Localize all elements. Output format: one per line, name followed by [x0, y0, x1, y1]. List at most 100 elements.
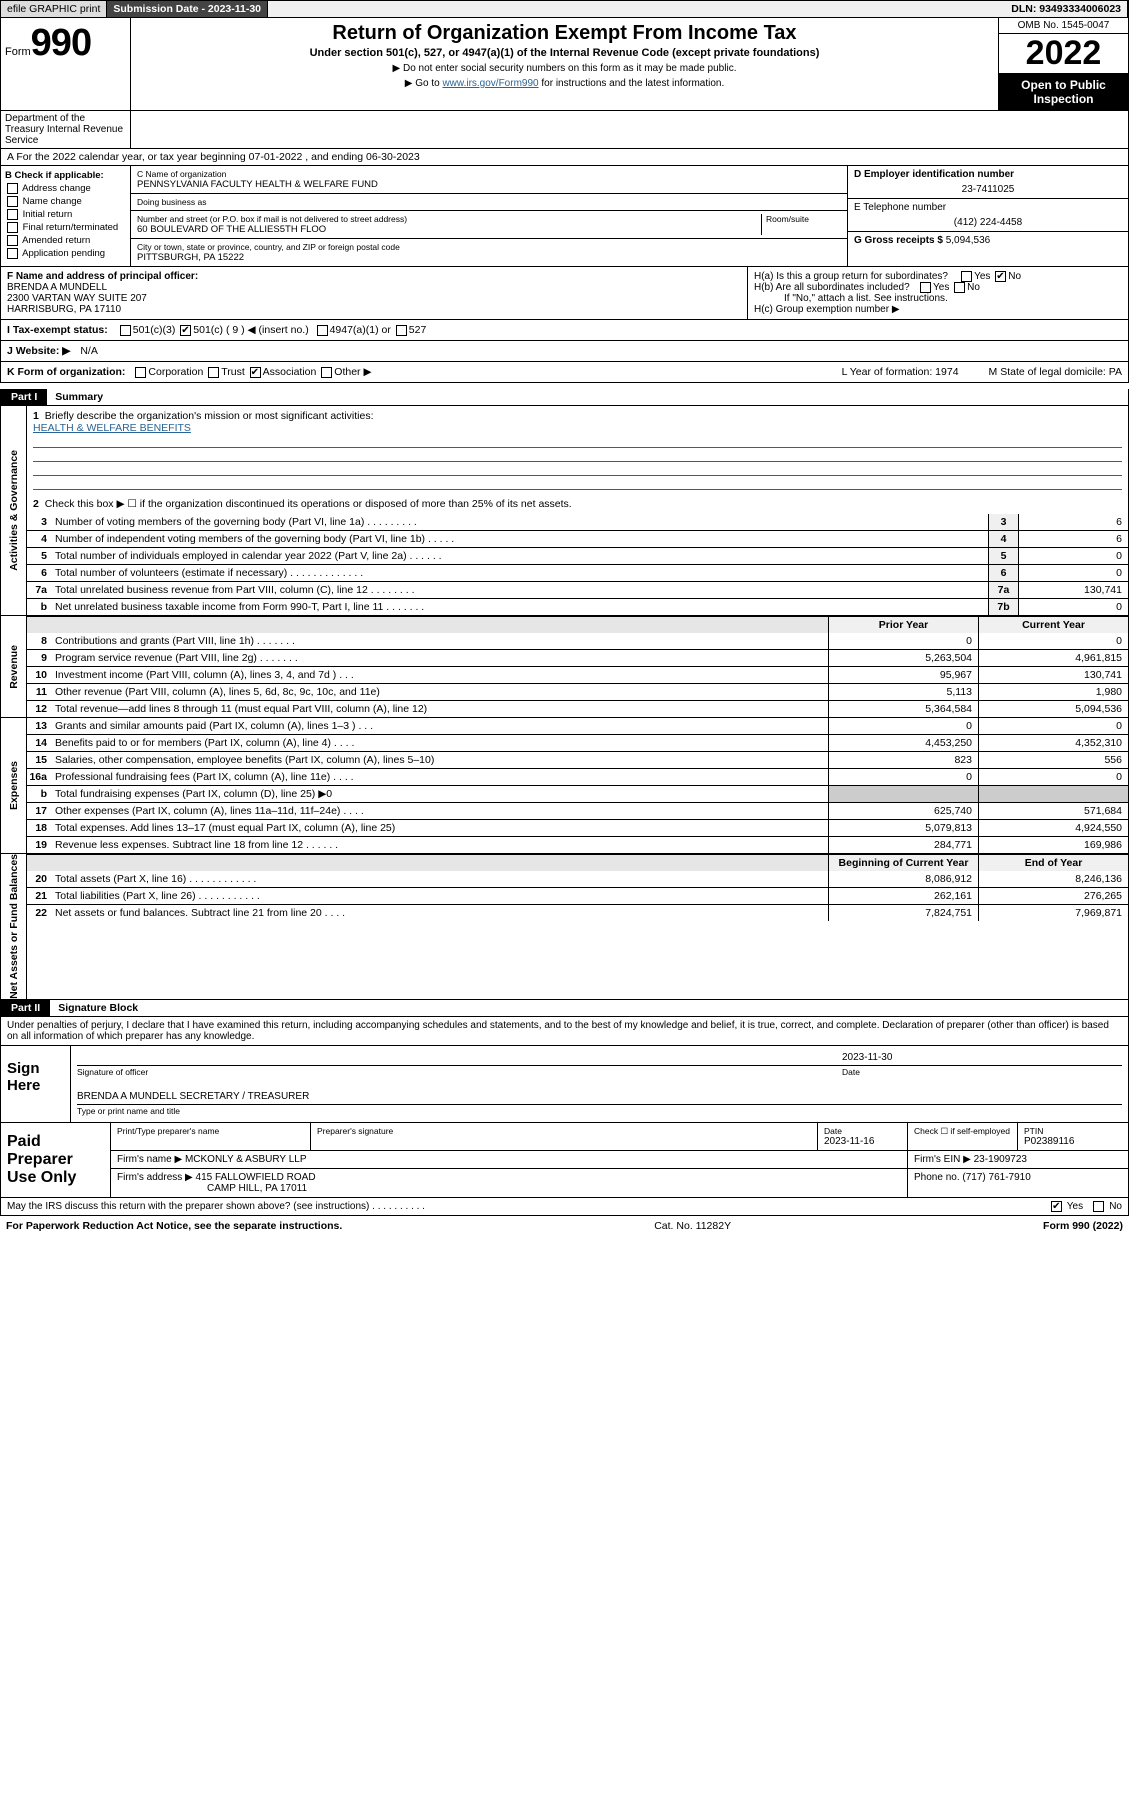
- irs-link[interactable]: www.irs.gov/Form990: [442, 78, 538, 89]
- year-formation: L Year of formation: 1974: [842, 366, 959, 378]
- summary-governance: Activities & Governance 1 Briefly descri…: [0, 406, 1129, 616]
- cat-no: Cat. No. 11282Y: [342, 1220, 1043, 1232]
- tab-expenses: Expenses: [8, 761, 20, 810]
- org-name: PENNSYLVANIA FACULTY HEALTH & WELFARE FU…: [137, 179, 841, 190]
- checkbox-initial-return[interactable]: [7, 209, 18, 220]
- form-number-box: Form990: [1, 18, 131, 110]
- checkbox-hb-yes[interactable]: [920, 282, 931, 293]
- firm-addr2: CAMP HILL, PA 17011: [207, 1183, 307, 1194]
- line-12: 12Total revenue—add lines 8 through 11 (…: [27, 700, 1128, 717]
- line-6: 6Total number of volunteers (estimate if…: [27, 564, 1128, 581]
- officer-name: BRENDA A MUNDELL: [7, 282, 741, 293]
- checkbox-final-return[interactable]: [7, 222, 18, 233]
- ptin: P02389116: [1024, 1136, 1122, 1147]
- officer-addr2: HARRISBURG, PA 17110: [7, 304, 741, 315]
- line-15: 15Salaries, other compensation, employee…: [27, 751, 1128, 768]
- open-public-badge: Open to Public Inspection: [999, 74, 1128, 110]
- checkbox-discuss-no[interactable]: [1093, 1201, 1104, 1212]
- dln: DLN: 93493334006023: [1005, 1, 1128, 17]
- part-ii-header: Part II Signature Block: [0, 1000, 1129, 1017]
- efile-button[interactable]: efile GRAPHIC print: [1, 1, 107, 17]
- line-10: 10Investment income (Part VIII, column (…: [27, 666, 1128, 683]
- subtitle: Under section 501(c), 527, or 4947(a)(1)…: [141, 47, 988, 59]
- checkbox-corp[interactable]: [135, 367, 146, 378]
- row-j-website: J Website: ▶ N/A: [0, 341, 1129, 362]
- line-7a: 7aTotal unrelated business revenue from …: [27, 581, 1128, 598]
- instruction-1: ▶ Do not enter social security numbers o…: [141, 63, 988, 74]
- form-word: Form: [5, 46, 31, 58]
- checkbox-assoc[interactable]: [250, 367, 261, 378]
- street-address: 60 BOULEVARD OF THE ALLIES5TH FLOO: [137, 224, 761, 235]
- checkbox-other[interactable]: [321, 367, 332, 378]
- firm-addr1: 415 FALLOWFIELD ROAD: [196, 1172, 316, 1183]
- checkbox-name-change[interactable]: [7, 196, 18, 207]
- checkbox-application-pending[interactable]: [7, 248, 18, 259]
- line-20: 20Total assets (Part X, line 16) . . . .…: [27, 871, 1128, 887]
- form-header: Form990 Return of Organization Exempt Fr…: [0, 18, 1129, 111]
- checkbox-527[interactable]: [396, 325, 407, 336]
- line-16a: 16aProfessional fundraising fees (Part I…: [27, 768, 1128, 785]
- telephone: (412) 224-4458: [854, 217, 1122, 228]
- ein: 23-7411025: [854, 184, 1122, 195]
- line-4: 4Number of independent voting members of…: [27, 530, 1128, 547]
- line-5: 5Total number of individuals employed in…: [27, 547, 1128, 564]
- line-11: 11Other revenue (Part VIII, column (A), …: [27, 683, 1128, 700]
- state-domicile: M State of legal domicile: PA: [989, 366, 1122, 378]
- tax-year: 2022: [999, 34, 1128, 74]
- mission-text: HEALTH & WELFARE BENEFITS: [33, 422, 191, 434]
- footer-last: For Paperwork Reduction Act Notice, see …: [0, 1216, 1129, 1236]
- row-k-form-org: K Form of organization: Corporation Trus…: [0, 362, 1129, 383]
- section-bcde: B Check if applicable: Address change Na…: [0, 166, 1129, 267]
- checkbox-trust[interactable]: [208, 367, 219, 378]
- checkbox-address-change[interactable]: [7, 183, 18, 194]
- declaration-text: Under penalties of perjury, I declare th…: [0, 1017, 1129, 1046]
- checkbox-hb-no[interactable]: [954, 282, 965, 293]
- row-fgh: F Name and address of principal officer:…: [0, 267, 1129, 320]
- dept-treasury: Department of the Treasury Internal Reve…: [1, 111, 131, 148]
- checkbox-amended-return[interactable]: [7, 235, 18, 246]
- top-toolbar: efile GRAPHIC print Submission Date - 20…: [0, 0, 1129, 18]
- gross-receipts: 5,094,536: [946, 235, 991, 246]
- sign-date: 2023-11-30: [842, 1052, 1122, 1063]
- city-state-zip: PITTSBURGH, PA 15222: [137, 252, 841, 263]
- column-b-checkboxes: B Check if applicable: Address change Na…: [1, 166, 131, 266]
- form-number: 990: [31, 22, 91, 64]
- part-i-header: Part I Summary: [0, 389, 1129, 406]
- officer-addr1: 2300 VARTAN WAY SUITE 207: [7, 293, 741, 304]
- line-19: 19Revenue less expenses. Subtract line 1…: [27, 836, 1128, 853]
- checkbox-discuss-yes[interactable]: [1051, 1201, 1062, 1212]
- preparer-date: 2023-11-16: [824, 1136, 901, 1147]
- tab-balances: Net Assets or Fund Balances: [8, 854, 20, 999]
- checkbox-501c3[interactable]: [120, 325, 131, 336]
- summary-revenue: Revenue Prior YearCurrent Year 8Contribu…: [0, 616, 1129, 718]
- checkbox-ha-yes[interactable]: [961, 271, 972, 282]
- main-title: Return of Organization Exempt From Incom…: [141, 22, 988, 45]
- summary-balances: Net Assets or Fund Balances Beginning of…: [0, 854, 1129, 1000]
- line- b: bNet unrelated business taxable income f…: [27, 598, 1128, 615]
- checkbox-4947[interactable]: [317, 325, 328, 336]
- line-17: 17Other expenses (Part IX, column (A), l…: [27, 802, 1128, 819]
- checkbox-ha-no[interactable]: [995, 271, 1006, 282]
- checkbox-501c[interactable]: [180, 325, 191, 336]
- line-b: bTotal fundraising expenses (Part IX, co…: [27, 785, 1128, 802]
- firm-ein: 23-1909723: [974, 1154, 1027, 1165]
- dept-row: Department of the Treasury Internal Reve…: [0, 111, 1129, 149]
- firm-name: MCKONLY & ASBURY LLP: [185, 1154, 307, 1165]
- tab-governance: Activities & Governance: [8, 450, 20, 571]
- row-i-tax-status: I Tax-exempt status: 501(c)(3) 501(c) ( …: [0, 320, 1129, 341]
- summary-expenses: Expenses 13Grants and similar amounts pa…: [0, 718, 1129, 854]
- line-13: 13Grants and similar amounts paid (Part …: [27, 718, 1128, 734]
- form-label-footer: Form 990 (2022): [1043, 1220, 1123, 1232]
- paid-preparer-block: Paid Preparer Use Only Print/Type prepar…: [0, 1123, 1129, 1198]
- line-22: 22Net assets or fund balances. Subtract …: [27, 904, 1128, 921]
- line-8: 8Contributions and grants (Part VIII, li…: [27, 633, 1128, 649]
- officer-signature-name: BRENDA A MUNDELL SECRETARY / TREASURER: [77, 1091, 1122, 1102]
- row-a-tax-year: A For the 2022 calendar year, or tax yea…: [0, 149, 1129, 166]
- instruction-2: ▶ Go to www.irs.gov/Form990 for instruct…: [141, 78, 988, 89]
- firm-phone: (717) 761-7910: [962, 1172, 1030, 1183]
- tab-revenue: Revenue: [8, 645, 20, 689]
- line-21: 21Total liabilities (Part X, line 26) . …: [27, 887, 1128, 904]
- sign-here-block: Sign Here 2023-11-30 Signature of office…: [0, 1046, 1129, 1123]
- line-18: 18Total expenses. Add lines 13–17 (must …: [27, 819, 1128, 836]
- line-14: 14Benefits paid to or for members (Part …: [27, 734, 1128, 751]
